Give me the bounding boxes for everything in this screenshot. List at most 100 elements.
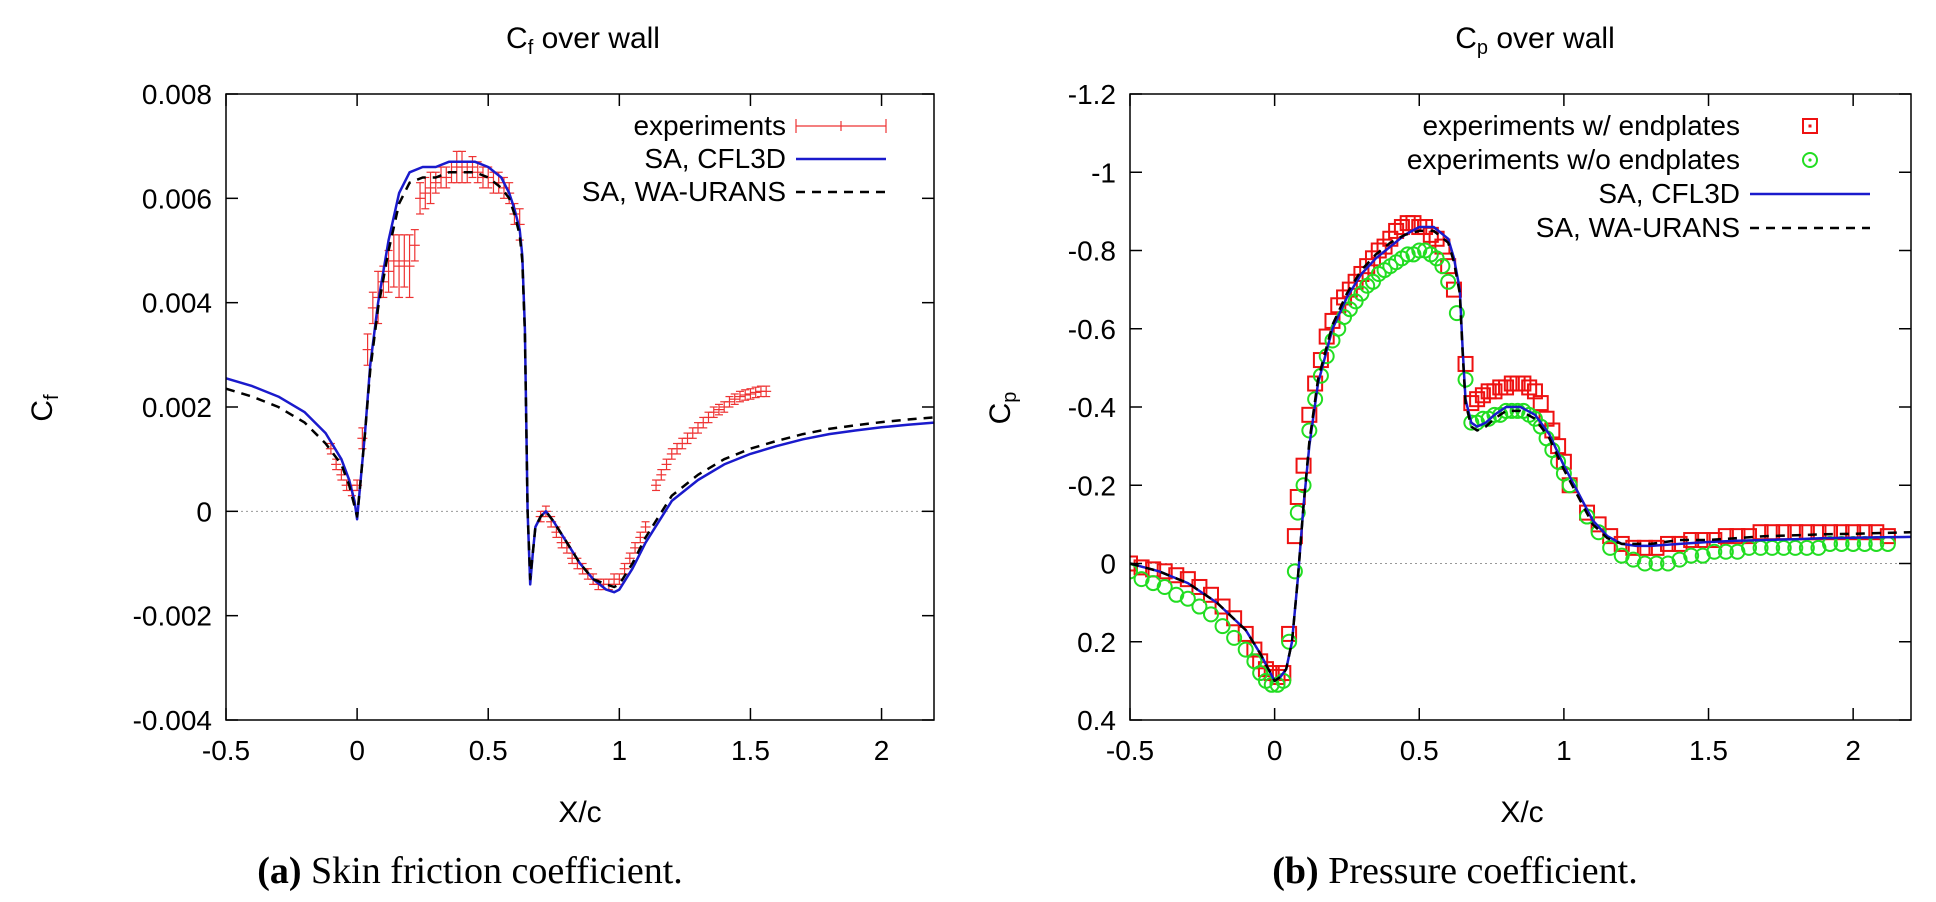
cp-x-axis-label: X/c [1500,796,1543,829]
cp-experiments-w-endplates-series [1130,215,1896,685]
cp-y-tick-label: 0 [1100,549,1116,580]
cp-sa-cfl3d-series [1130,225,1911,683]
cf-plot-layer [226,150,934,594]
cf-experiments-errorbar [734,390,745,403]
cf-experiments-errorbar [441,166,452,189]
cp-experiments-w-o-endplates-point [1237,641,1254,658]
cp-experiments-w-o-endplates-point [1226,629,1243,646]
cp-x-tick-label: 2 [1845,735,1861,766]
cf-experiments-errorbar [713,403,724,416]
cp-experiments-w-o-endplates-point [1717,543,1734,560]
cf-experiments-legend-entry: experiments [633,110,887,141]
cf-experiments-errorbar [367,291,378,325]
cp-experiments-w-endplates-point [1393,219,1410,236]
cf-experiments-errorbar [394,234,405,299]
cp-y-tick-label: -0.4 [1068,392,1116,423]
cp-experiments-w-o-endplates-point [1179,590,1196,607]
cp-experiments-w-o-endplates-point [1214,618,1231,635]
cp-experiments-w-o-endplates-point [1191,598,1208,615]
cp-experiments-w-o-endplates-point [1202,606,1219,623]
cp-caption-letter: (b) [1272,850,1318,892]
cp-panel: Cp over wall -0.5 0 0.5 1 1.5 20.40.20-0.2-0.… [984,22,1912,892]
cp-x-tick-label: 0.5 [1400,735,1439,766]
cp-experiments-w-o-endplates-point [1281,633,1298,650]
cf-y-tick-label: 0.008 [142,79,212,110]
cp-x-tick-label: 1 [1556,735,1572,766]
cp-experiments-w-o-endplates-legend-entry: experiments w/o endplates [1407,144,1818,175]
cf-sa-wa-urans-line [226,171,934,589]
cp-experiments-w-endplates-point [1498,379,1515,396]
cp-experiments-w-endplates-point [1526,383,1543,400]
cp-x-tick-label: -0.5 [1106,735,1154,766]
cf-caption-text: Skin friction coefficient. [302,850,683,892]
cf-experiments-errorbar [404,234,415,299]
cf-experiments-errorbar [661,458,672,471]
cp-experiments-w-endplates-point [1717,528,1734,545]
cp-experiments-w-endplates-point [1214,598,1231,615]
cf-experiments-errorbar [640,521,651,533]
cf-experiments-errorbar [415,182,426,215]
cp-ticks: -0.5 0 0.5 1 1.5 2 0.4 0.2 0 -0.2 -0.4 -0.6 -0.8 -1 -1… [1068,79,1911,766]
cf-caption: (a) Skin friction coefficient. [257,850,683,892]
cf-experiments-errorbar [745,388,756,400]
cf-experiments-errorbar [761,385,772,398]
cp-experiments-w-o-endplates-point [1706,543,1723,560]
cp-title: Cp over wall [1455,22,1615,59]
cf-experiments-errorbar [708,406,719,419]
cp-sa-wa-urans-line [1130,229,1911,683]
cp-experiments-w-endplates-point [1648,539,1665,556]
cf-experiments-errorbar [331,458,342,471]
cp-experiments-w-endplates-legend-swatch [1802,118,1818,134]
cp-sa-wa-urans-series [1130,229,1911,683]
cf-caption-letter: (a) [257,850,301,892]
cp-experiments-w-o-endplates-series [1130,242,1896,693]
cf-ticks: -0.5 0 0.5 1 1.5 2 -0.004 -0.002 0 0.002 0.004 0.00… [133,79,934,766]
cp-y-tick-label: -0.6 [1068,314,1116,345]
cp-experiments-w-endplates-point [1457,355,1474,372]
cp-y-tick-label: -0.8 [1068,236,1116,267]
cp-y-tick-label: -1 [1091,157,1116,188]
cp-sa-cfl3d-legend-label: SA, CFL3D [1598,178,1740,209]
cp-sa-cfl3d-line [1130,225,1911,683]
cf-panel: Cf over wall -0.5 0 0.5 1 1.5 2 -0.004 -0.002 0 0… [26,22,935,892]
cp-experiments-w-o-endplates-point [1775,539,1792,556]
cp-experiments-w-endplates-point [1706,532,1723,549]
cp-caption-text: Pressure coefficient. [1319,850,1638,892]
cp-plot-layer [1130,215,1911,693]
cp-experiments-w-endplates-point [1741,528,1758,545]
cf-experiments-errorbar [430,171,441,194]
cp-experiments-w-endplates-point [1845,524,1862,541]
cp-experiments-w-endplates-point [1694,532,1711,549]
cf-experiments-errorbar [399,234,410,288]
cf-experiments-errorbar [651,479,662,492]
cf-experiments-errorbar [409,229,420,262]
cf-y-tick-label: 0.004 [142,288,212,319]
cf-x-tick-label: 0 [349,735,365,766]
cf-experiments-errorbar [457,150,467,184]
cp-experiments-w-o-endplates-point [1602,539,1619,556]
cp-experiments-w-o-endplates-legend-swatch [1802,152,1818,168]
cf-experiments-errorbar [724,395,735,408]
cf-x-axis-label: X/c [558,796,601,829]
cf-title: Cf over wall [506,22,660,59]
cp-experiments-w-endplates-point [1301,406,1318,423]
cf-x-tick-label: 1.5 [731,735,770,766]
cf-x-tick-label: 2 [874,735,890,766]
cp-experiments-w-o-endplates-point [1648,555,1665,572]
cf-experiments-legend-label: experiments [633,110,786,141]
cp-experiments-w-endplates-legend-entry: experiments w/ endplates [1422,110,1818,141]
cf-experiments-errorbar [750,386,761,399]
cp-experiments-w-o-endplates-legend-label: experiments w/o endplates [1407,144,1740,175]
cp-experiments-w-o-endplates-point [1440,273,1457,290]
cf-y-tick-label: 0.006 [142,183,212,214]
cf-sa-cfl3d-line [226,160,934,594]
cf-y-tick-label: 0.002 [142,392,212,423]
cf-y-tick-label: -0.004 [133,705,212,736]
cp-experiments-w-o-endplates-point [1130,563,1138,580]
cp-y-tick-label: 0.2 [1077,627,1116,658]
cp-experiments-w-endplates-point [1281,625,1298,642]
cp-experiments-w-endplates-point [1226,610,1243,627]
cf-y-tick-label: -0.002 [133,601,212,632]
